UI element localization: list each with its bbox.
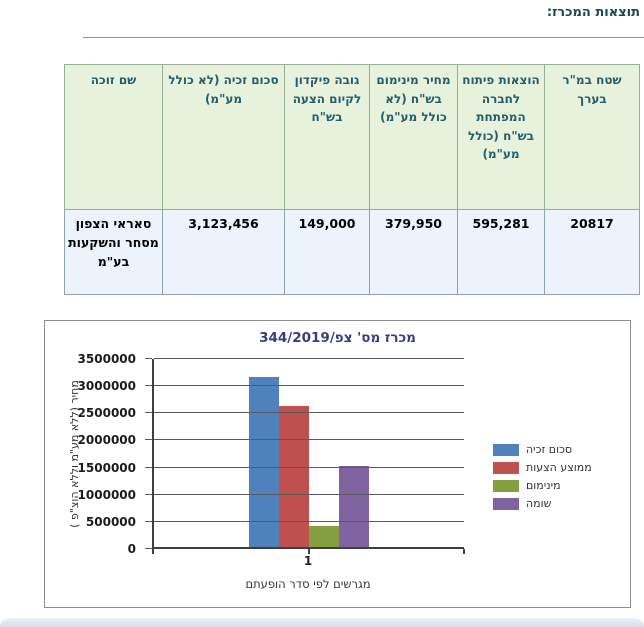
chart-title: מכרז מס' צפ/344/2019 xyxy=(259,330,416,346)
legend-swatch xyxy=(493,461,519,474)
y-tick-label: 1500000 xyxy=(77,460,136,475)
y-axis-tick xyxy=(145,358,152,359)
y-axis-tick xyxy=(145,493,152,495)
gridline xyxy=(154,466,464,468)
x-axis-tick xyxy=(308,549,310,554)
y-tick-label: 500000 xyxy=(85,514,136,529)
y-tick-label: 2000000 xyxy=(77,433,136,448)
chart-legend: סכום זכיה ממוצע הצעות מינימום שומה xyxy=(493,443,592,515)
table-row: 20817 595,281 379,950 149,000 3,123,456 סאראי… xyxy=(64,209,640,295)
legend-item: ממוצע הצעות xyxy=(493,461,592,474)
tender-results-table: שטח במ"ר בערך הוצאות פיתוח לחברה המפתחת ב… xyxy=(64,64,640,295)
tender-chart-panel: מכרז מס' צפ/344/2019 מחיר (ללא מע"מ וללא… xyxy=(44,320,631,608)
legend-label: סכום זכיה xyxy=(526,443,573,456)
plot-area xyxy=(145,358,465,554)
y-tick-label: 3000000 xyxy=(77,379,136,394)
legend-swatch xyxy=(493,479,519,492)
table-cell: 595,281 xyxy=(457,209,545,295)
column-header: גובה פיקדון לקיום הצעה בש"ח xyxy=(284,64,370,210)
y-tick-labels: 0 500000 1000000 1500000 2000000 2500000 30000… xyxy=(47,352,143,556)
legend-item: סכום זכיה xyxy=(493,443,592,456)
legend-swatch xyxy=(493,497,519,510)
legend-label: מינימום xyxy=(526,479,561,492)
x-axis-tick xyxy=(463,549,465,554)
y-axis-tick xyxy=(145,439,152,441)
gridline xyxy=(154,439,464,441)
column-header: מחיר מינימום בש"ח (לא כולל מע"מ) xyxy=(369,64,458,210)
page-title: תוצאות המכרז: xyxy=(546,5,640,20)
x-axis-tick xyxy=(152,549,154,554)
gridline xyxy=(154,493,464,495)
bar-series xyxy=(339,465,369,547)
x-axis-title: מגרשים לפי סדר הופעתם xyxy=(245,577,371,591)
bars xyxy=(154,359,464,547)
bar-series xyxy=(249,377,279,547)
y-axis-tick xyxy=(145,412,152,414)
column-header: סכום זכיה (לא כולל מע"מ) xyxy=(162,64,285,210)
legend-label: שומה xyxy=(526,497,552,510)
table-cell: 149,000 xyxy=(284,209,370,295)
gridline xyxy=(154,412,464,414)
bar-series xyxy=(309,526,339,547)
table-cell: סאראי הצפון מסחר והשקעות בע"מ xyxy=(64,209,163,295)
table-cell: 3,123,456 xyxy=(162,209,285,295)
legend-swatch xyxy=(493,443,519,456)
y-axis-tick xyxy=(145,385,152,387)
gridline xyxy=(154,520,464,522)
results-table-header-row: שטח במ"ר בערך הוצאות פיתוח לחברה המפתחת ב… xyxy=(64,64,640,210)
legend-item: מינימום xyxy=(493,479,592,492)
y-tick-label: 2500000 xyxy=(77,406,136,421)
bar-series xyxy=(279,405,309,547)
table-cell: 20817 xyxy=(544,209,640,295)
title-divider xyxy=(83,37,644,38)
column-header: הוצאות פיתוח לחברה המפתחת בש"ח (כולל מע"… xyxy=(457,64,545,210)
x-tick-label: 1 xyxy=(303,554,313,568)
y-tick-label: 1000000 xyxy=(77,487,136,502)
y-tick-label: 0 xyxy=(127,542,136,556)
legend-label: ממוצע הצעות xyxy=(526,461,592,474)
column-header: שטח במ"ר בערך xyxy=(544,64,640,210)
y-axis-tick xyxy=(145,466,152,468)
y-axis-tick xyxy=(145,548,152,549)
y-tick-label: 3500000 xyxy=(77,352,136,366)
column-header: שם זוכה xyxy=(64,64,163,210)
table-cell: 379,950 xyxy=(369,209,458,295)
gridline xyxy=(154,385,464,387)
y-axis-tick xyxy=(145,520,152,522)
gridline xyxy=(154,358,464,359)
section-panel-edge xyxy=(0,618,644,627)
results-table-body: 20817 595,281 379,950 149,000 3,123,456 סאראי… xyxy=(64,209,640,295)
legend-item: שומה xyxy=(493,497,592,510)
